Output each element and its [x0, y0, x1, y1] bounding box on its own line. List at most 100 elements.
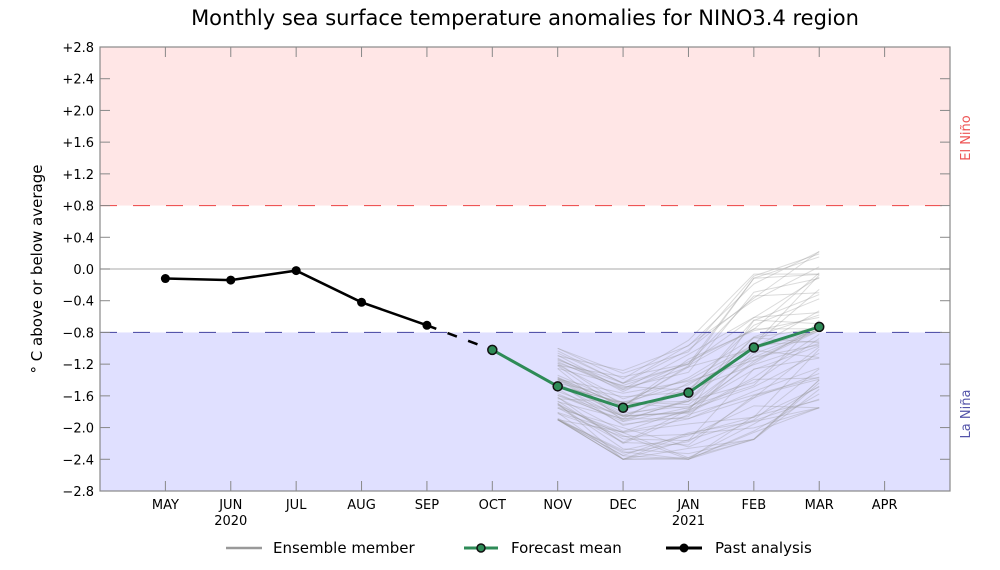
forecast-mean-point	[683, 387, 694, 398]
y-tick-label: −1.6	[62, 390, 94, 405]
past-analysis-line	[165, 269, 428, 327]
ensemble-member-line	[557, 314, 820, 404]
y-tick-label: −2.8	[62, 485, 94, 500]
ensemble-member-line	[557, 340, 820, 403]
ensemble-member-line	[557, 272, 820, 393]
legend-item-past: Past analysis	[666, 539, 812, 557]
forecast-mean-line	[491, 325, 820, 410]
x-tick-label: SEP	[415, 498, 439, 513]
x-tick-label: NOV	[543, 498, 572, 513]
ensemble-member-line	[557, 288, 820, 416]
y-tick-label: −1.2	[62, 358, 94, 373]
ensemble-member-line	[557, 373, 820, 454]
x-year-label: 2021	[672, 514, 705, 529]
ensemble-member-line	[557, 348, 820, 434]
x-tick-label: MAY	[152, 498, 179, 513]
ensemble-member-line	[557, 357, 820, 442]
ensemble-members	[557, 251, 820, 460]
ensemble-member-line	[557, 273, 820, 387]
y-tick-label: +1.6	[62, 136, 94, 151]
x-year-label: 2020	[214, 514, 247, 529]
ensemble-member-line	[557, 251, 820, 385]
ensemble-member-line	[557, 405, 820, 451]
y-tick-label: −0.8	[62, 326, 94, 341]
ensemble-member-line	[557, 385, 820, 459]
ensemble-member-line	[557, 349, 820, 425]
ensemble-member-line	[557, 266, 820, 384]
forecast-mean-point	[748, 342, 760, 353]
ensemble-member-line	[557, 407, 820, 460]
x-tick-label: JAN	[676, 498, 699, 513]
x-tick-label: OCT	[479, 498, 506, 513]
y-tick-label: +2.8	[62, 41, 94, 56]
past-analysis-point	[422, 320, 432, 330]
past-analysis-point	[291, 266, 301, 276]
ensemble-member-line	[557, 388, 820, 460]
ensemble-member-line	[557, 294, 820, 418]
legend-item-forecast: Forecast mean	[464, 539, 622, 557]
ensemble-member-line	[557, 399, 820, 460]
y-tick-label: 0.0	[73, 263, 94, 278]
ensemble-member-line	[557, 346, 820, 420]
y-tick-label: +2.0	[62, 104, 94, 119]
ensemble-member-line	[557, 327, 820, 406]
ensemble-member-line	[557, 329, 820, 407]
forecast-mean-point	[552, 381, 563, 392]
ensemble-member-line	[557, 376, 820, 445]
y-tick-label: −0.4	[62, 295, 94, 310]
ensemble-member-line	[557, 379, 820, 455]
series-layer	[160, 266, 825, 413]
ensemble-member-line	[557, 379, 820, 460]
ensemble-member-line	[557, 274, 820, 400]
forecast-mean-point	[617, 402, 629, 413]
x-tick-label: AUG	[347, 498, 375, 513]
el-nino-label: El Niño	[959, 115, 974, 161]
ensemble-member-line	[557, 276, 820, 384]
ensemble-member-line	[557, 352, 820, 444]
ensemble-member-line	[557, 378, 820, 446]
ensemble-member-line	[557, 330, 820, 426]
la-nina-label: La Niña	[959, 390, 974, 439]
legend: Ensemble member Forecast mean Past analy…	[226, 539, 812, 557]
x-tick-label: JUL	[285, 498, 307, 513]
ensemble-member-line	[557, 338, 820, 421]
x-tick-label: FEB	[742, 498, 767, 513]
ensemble-member-line	[557, 316, 820, 407]
y-tick-label: +2.4	[62, 73, 94, 88]
y-axis-label: ° C above or below average	[28, 165, 46, 374]
ensemble-member-line	[557, 324, 820, 409]
x-tick-label: JUN	[218, 498, 242, 513]
y-tick-label: +1.2	[62, 168, 94, 183]
y-tick-label: −2.4	[62, 453, 94, 468]
ensemble-member-line	[557, 292, 820, 378]
ensemble-member-line	[557, 345, 820, 423]
ensemble-member-line	[557, 367, 820, 433]
ensemble-member-line	[557, 256, 820, 391]
legend-past-marker	[679, 543, 689, 553]
forecast-mean-point	[487, 344, 498, 356]
ensemble-member-line	[557, 368, 820, 460]
y-tick-label: +0.4	[62, 231, 94, 246]
ensemble-member-line	[557, 312, 820, 390]
ensemble-member-line	[557, 251, 820, 371]
y-tick-label: +0.8	[62, 200, 94, 215]
legend-past-label: Past analysis	[715, 539, 812, 557]
x-tick-label: DEC	[609, 498, 636, 513]
ensemble-member-line	[557, 377, 820, 417]
ensemble-member-line	[557, 398, 820, 448]
x-tick-label: APR	[872, 498, 898, 513]
legend-forecast-label: Forecast mean	[511, 539, 622, 557]
y-tick-label: −2.0	[62, 422, 94, 437]
axes: +2.8 +2.4 +2.0 +1.6 +1.2 +0.8 +0.4 0.0 −0.4 −0.8 −…	[62, 41, 951, 529]
ensemble-member-line	[557, 273, 820, 380]
x-tick-label: MAR	[805, 498, 834, 513]
ensemble-member-line	[557, 386, 820, 438]
past-analysis-point	[226, 275, 236, 285]
legend-forecast-marker	[476, 543, 486, 553]
past-analysis-point	[160, 274, 170, 284]
ensemble-member-line	[557, 402, 820, 460]
forecast-mean-point	[813, 321, 825, 333]
la-nina-band	[100, 332, 950, 491]
legend-item-ensemble: Ensemble member	[226, 539, 416, 557]
